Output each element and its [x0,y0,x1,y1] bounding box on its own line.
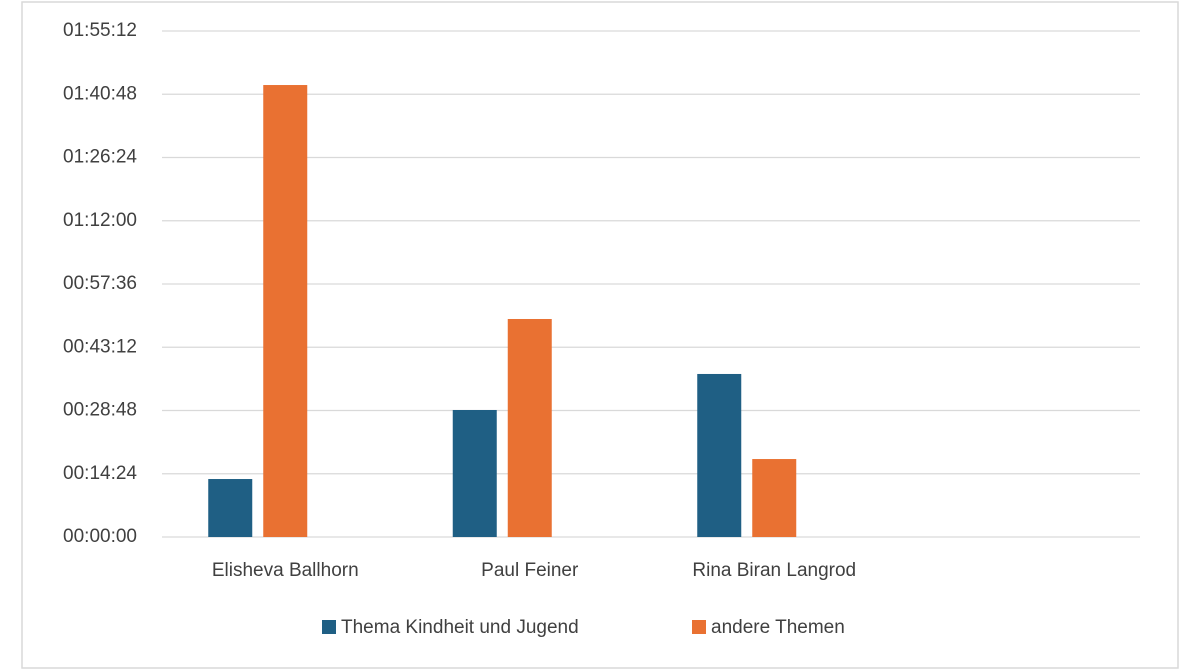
y-tick-label: 01:26:24 [63,147,137,168]
y-tick-label: 00:14:24 [63,463,137,484]
x-tick-label: Elisheva Ballhorn [212,560,359,581]
chart-frame [21,1,1179,669]
bar [697,373,742,537]
legend-swatch [692,620,706,634]
y-tick-label: 00:43:12 [63,336,137,357]
bar [507,318,552,537]
y-tick-label: 00:57:36 [63,273,137,294]
bar [263,85,308,538]
y-tick-label: 00:28:48 [63,400,137,421]
y-tick-label: 00:00:00 [63,526,137,547]
legend-label: Thema Kindheit und Jugend [341,617,579,638]
legend-swatch [322,620,336,634]
x-tick-label: Rina Biran Langrod [692,560,856,581]
bar [452,409,497,537]
y-tick-label: 01:12:00 [63,210,137,231]
bar [752,459,797,537]
legend-label: andere Themen [711,617,845,638]
y-tick-label: 01:40:48 [63,83,137,104]
x-tick-label: Paul Feiner [481,560,579,581]
y-tick-label: 01:55:12 [63,20,137,41]
bar [208,479,253,537]
